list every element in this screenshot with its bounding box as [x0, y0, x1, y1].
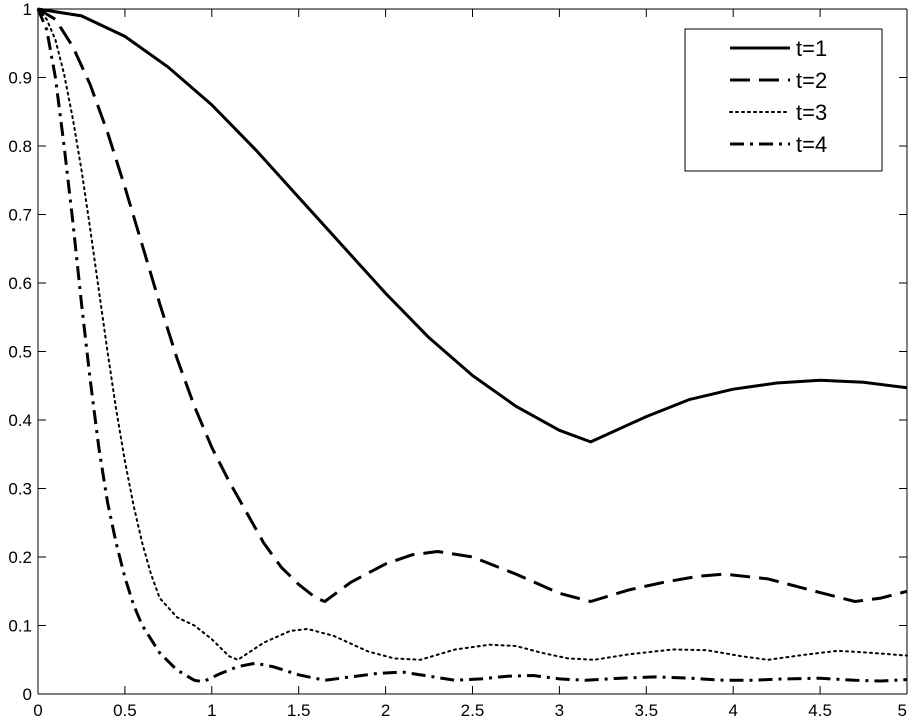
x-tick-label: 4 [728, 701, 737, 720]
x-tick-label: 5 [898, 701, 907, 720]
y-tick-label: 0.9 [8, 69, 32, 88]
series-line-2 [37, 7, 908, 603]
y-tick-label: 0.8 [8, 137, 32, 156]
x-tick-label: 0 [33, 701, 42, 720]
legend-label-3: t=3 [796, 100, 827, 125]
legend-label-4: t=4 [796, 132, 827, 157]
y-tick-label: 0.6 [8, 274, 32, 293]
y-tick-label: 0.2 [8, 548, 32, 567]
series-line-1 [37, 7, 908, 444]
series-line-4 [36, 8, 908, 684]
x-tick-label: 4.5 [808, 701, 832, 720]
legend-label-1: t=1 [796, 36, 827, 61]
x-tick-label: 2.5 [461, 701, 485, 720]
legend-box [684, 28, 883, 172]
y-tick-label: 1 [23, 0, 32, 19]
legend-label-2: t=2 [796, 68, 827, 93]
y-tick-label: 0.3 [8, 480, 32, 499]
series-line-3 [37, 8, 908, 661]
x-tick-label: 1.5 [287, 701, 311, 720]
y-tick-label: 0.7 [8, 206, 32, 225]
x-tick-label: 1 [207, 701, 216, 720]
x-tick-label: 3.5 [634, 701, 658, 720]
x-tick-label: 2 [381, 701, 390, 720]
x-tick-label: 3 [555, 701, 564, 720]
x-tick-label: 0.5 [113, 701, 137, 720]
y-tick-label: 0.5 [8, 343, 32, 362]
legend: t=1 t=2 t=3 t=4 [684, 28, 883, 172]
series-layer [36, 7, 908, 684]
axes-layer: 0 0.5 1 1.5 2 2.5 3 3.5 4 4.5 5 0 0.1 0.2 0.3 0.4 0.5 0.6… [8, 0, 908, 720]
y-tick-label: 0 [23, 685, 32, 704]
y-tick-label: 0.4 [8, 411, 32, 430]
y-tick-label: 0.1 [8, 617, 32, 636]
